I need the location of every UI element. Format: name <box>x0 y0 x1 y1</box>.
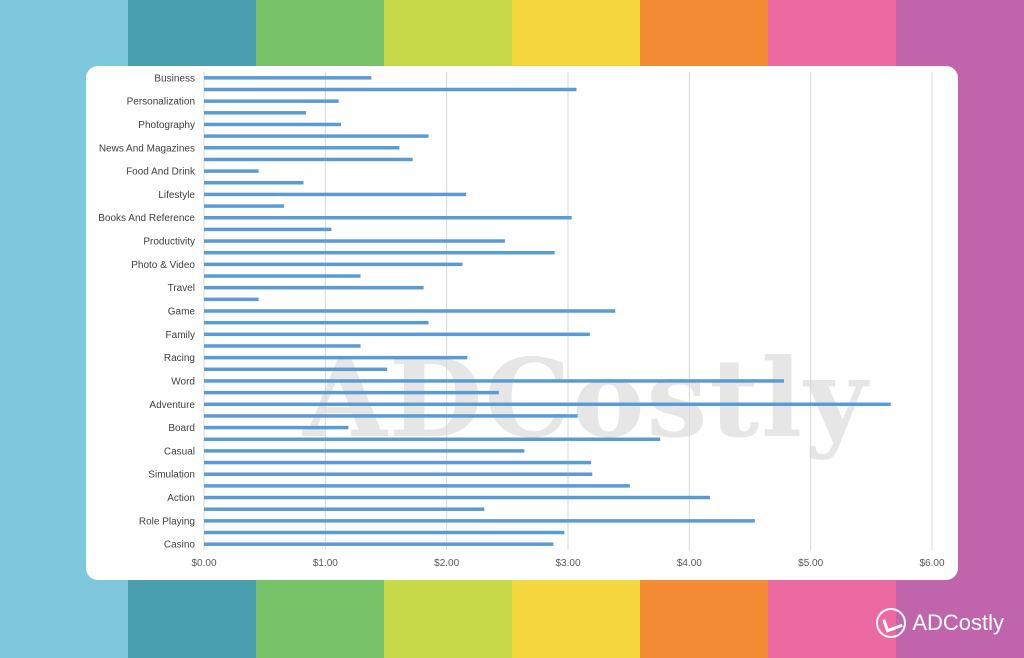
category-label: News And Magazines <box>99 143 195 154</box>
bar <box>204 274 361 278</box>
bar <box>204 495 710 500</box>
bar <box>204 309 616 313</box>
bar <box>204 215 572 220</box>
category-label: Simulation <box>148 470 195 481</box>
bar <box>204 402 891 407</box>
bar <box>204 320 429 325</box>
category-label: Photo & Video <box>131 260 195 271</box>
category-label: Casual <box>164 446 195 457</box>
bar <box>204 542 554 546</box>
category-label: Adventure <box>149 400 195 411</box>
x-tick-label: $0.00 <box>191 558 216 569</box>
bar <box>204 519 755 523</box>
x-tick-label: $6.00 <box>919 558 944 569</box>
category-label: Travel <box>168 283 195 294</box>
bar <box>204 530 565 535</box>
bar <box>204 484 630 488</box>
bar <box>204 332 590 337</box>
bar <box>204 250 555 255</box>
adcostly-logo-icon <box>876 608 907 638</box>
bar <box>204 169 259 173</box>
category-label: Lifestyle <box>158 190 195 201</box>
bar <box>204 379 784 383</box>
x-tick-label: $3.00 <box>555 558 580 569</box>
category-label: Productivity <box>143 237 195 248</box>
bar <box>204 76 372 80</box>
bar <box>204 297 259 302</box>
bar <box>204 285 424 290</box>
bar <box>204 181 304 185</box>
bar <box>204 507 485 511</box>
category-label: Board <box>168 423 195 434</box>
bar <box>204 122 342 127</box>
bar <box>204 146 400 150</box>
bar <box>204 111 306 115</box>
x-tick-label: $5.00 <box>798 558 823 569</box>
bar <box>204 449 525 453</box>
category-label: Books And Reference <box>98 213 195 224</box>
bar <box>204 344 361 348</box>
category-label: Business <box>154 73 195 84</box>
bar <box>204 192 467 197</box>
category-label: Personalization <box>127 97 195 108</box>
bar-chart: $0.00 $1.00 $2.00 $3.00 $4.00 $5.00 $6.00 Busin… <box>98 72 945 569</box>
category-label: Role Playing <box>139 516 195 527</box>
category-label: Photography <box>138 120 195 131</box>
bar <box>204 414 578 418</box>
category-label: Word <box>171 376 195 387</box>
category-label: Action <box>167 493 195 504</box>
bar <box>204 355 468 360</box>
bar <box>204 472 593 476</box>
brand-name: ADCostly <box>912 610 1004 635</box>
chart-card: ADCostly $0.00 $1.00 $2.00 $3.00 $4.00 $5.00 $… <box>86 66 958 580</box>
x-tick-label: $1.00 <box>313 558 338 569</box>
bar <box>204 437 661 441</box>
bar <box>204 239 505 243</box>
bar <box>204 367 388 372</box>
category-label: Casino <box>164 540 196 551</box>
category-label: Game <box>168 307 196 318</box>
bar <box>204 99 339 103</box>
bar <box>204 157 413 162</box>
bar <box>204 262 463 267</box>
brand-logo: ADCostly <box>876 608 1004 638</box>
category-label: Family <box>166 330 195 341</box>
bar <box>204 87 577 92</box>
bar <box>204 134 429 138</box>
x-tick-label: $2.00 <box>434 558 459 569</box>
x-tick-label: $4.00 <box>677 558 702 569</box>
bar <box>204 204 285 208</box>
category-label: Racing <box>164 353 195 364</box>
bar <box>204 460 592 465</box>
bar <box>204 227 332 232</box>
bar <box>204 425 349 430</box>
category-label: Food And Drink <box>126 167 196 178</box>
bar <box>204 390 499 395</box>
